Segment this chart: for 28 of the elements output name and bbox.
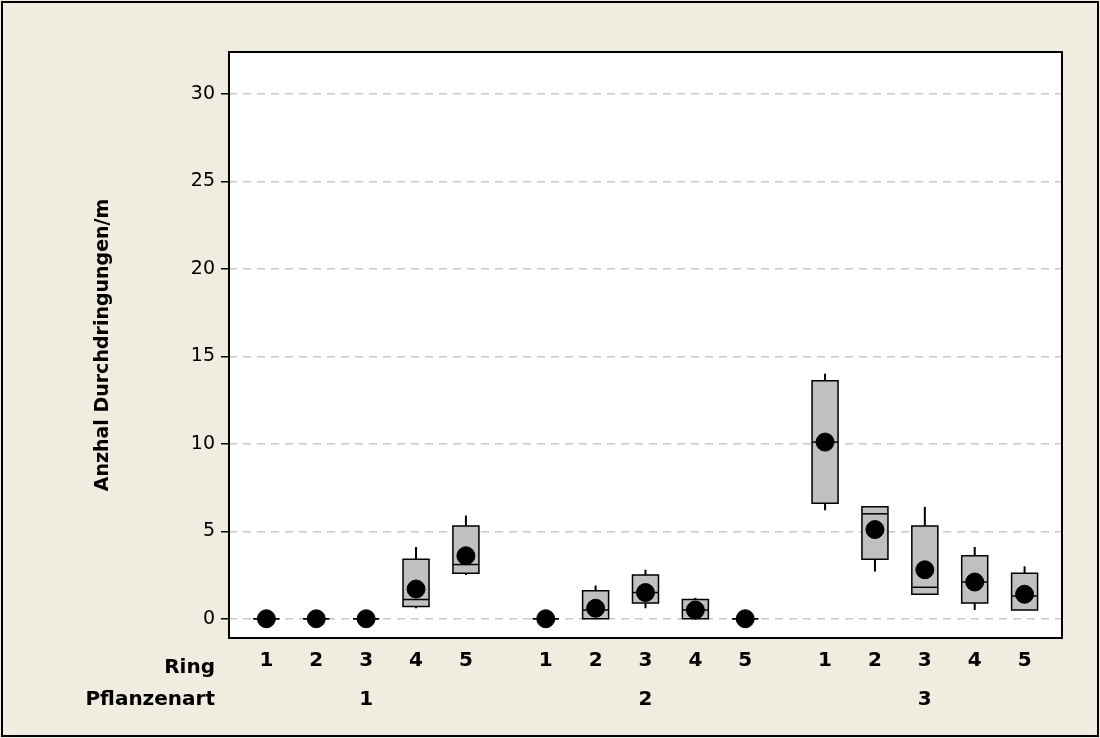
x-tick-label: 5 <box>738 647 753 672</box>
x-tick-label: 1 <box>818 647 833 672</box>
x-tick-label: 1 <box>538 647 553 672</box>
y-tick-label: 10 <box>190 430 215 453</box>
text: Pflanzenart <box>85 686 216 711</box>
x-tick-label: 4 <box>409 647 423 672</box>
x-tick-label: 4 <box>688 647 703 672</box>
x-tick-label: 4 <box>967 647 982 672</box>
x-tick-label: 3 <box>359 647 374 672</box>
y-tick-label: 15 <box>190 343 215 366</box>
x-tick-label: 2 <box>867 647 882 672</box>
y-tick-label: 0 <box>202 605 215 628</box>
x-axis-title: Ring <box>164 654 215 679</box>
text: 3 <box>917 686 932 711</box>
x-tick-label: 5 <box>1017 647 1032 672</box>
x-tick-label: 5 <box>458 647 473 672</box>
x-tick-label: 3 <box>638 647 653 672</box>
text: 1 <box>359 686 374 711</box>
y-tick-label: 25 <box>190 168 215 191</box>
x-tick-label: 2 <box>588 647 603 672</box>
text: 2 <box>638 686 653 711</box>
x-tick-label: 2 <box>309 647 324 672</box>
y-tick-label: 20 <box>190 255 215 278</box>
x-tick-label: 3 <box>917 647 932 672</box>
y-tick-label: 30 <box>190 80 215 103</box>
y-tick-label: 5 <box>202 518 215 541</box>
x-tick-label: 1 <box>259 647 274 672</box>
y-axis-title: Anzhal Durchdringungen/m <box>90 198 113 492</box>
